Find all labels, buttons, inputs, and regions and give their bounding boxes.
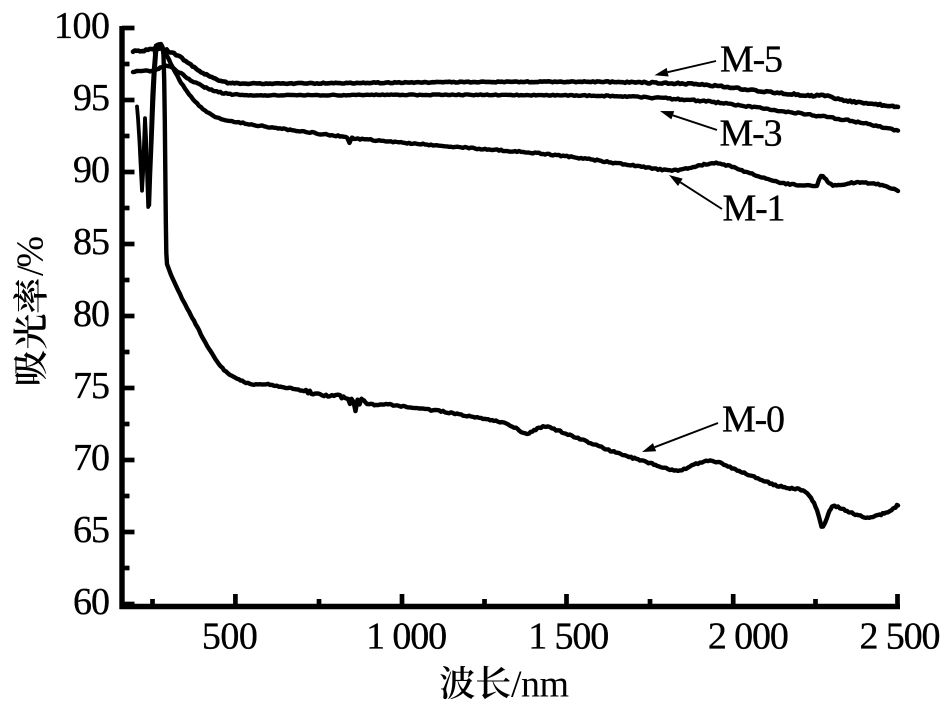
svg-text:95: 95 xyxy=(73,77,110,119)
svg-text:2 000: 2 000 xyxy=(708,616,789,658)
svg-text:/nm: /nm xyxy=(511,664,569,706)
svg-text:65: 65 xyxy=(73,509,110,551)
svg-text:M-3: M-3 xyxy=(720,113,783,155)
svg-text:2 500: 2 500 xyxy=(860,616,941,658)
svg-text:1 500: 1 500 xyxy=(528,616,609,658)
svg-text:M-0: M-0 xyxy=(722,399,785,441)
svg-text:90: 90 xyxy=(73,149,110,191)
svg-text:M-1: M-1 xyxy=(723,188,786,230)
svg-text:75: 75 xyxy=(73,365,110,407)
svg-text:M-5: M-5 xyxy=(720,39,783,81)
svg-text:/%: /% xyxy=(10,236,52,276)
svg-text:60: 60 xyxy=(73,581,110,623)
svg-text:70: 70 xyxy=(73,437,110,479)
svg-text:80: 80 xyxy=(73,293,110,335)
svg-text:500: 500 xyxy=(202,616,258,658)
svg-text:100: 100 xyxy=(54,5,110,47)
svg-text:1 000: 1 000 xyxy=(366,616,447,658)
svg-text:85: 85 xyxy=(73,221,110,263)
